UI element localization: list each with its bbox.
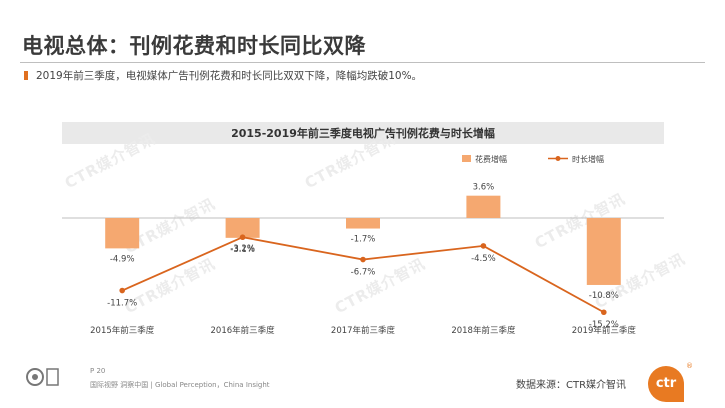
title-divider xyxy=(20,62,705,63)
line-value-label: -3.1% xyxy=(230,245,255,255)
bar xyxy=(586,218,621,285)
line-point xyxy=(480,243,487,249)
page-title: 电视总体：刊例花费和时长同比双降 xyxy=(22,34,366,58)
bar-value-label: -10.8% xyxy=(589,291,619,301)
line-value-label: -11.7% xyxy=(107,299,137,309)
bar-value-label: -4.9% xyxy=(110,254,135,264)
x-tick-label: 2019年前三季度 xyxy=(572,325,637,336)
line-point xyxy=(239,234,246,241)
line-series xyxy=(119,234,607,316)
bar-value-label: -3.2% xyxy=(230,244,255,254)
bar-series xyxy=(105,195,621,285)
x-tick-label: 2016年前三季度 xyxy=(211,325,276,336)
page-subtitle: 2019年前三季度，电视媒体广告刊例花费和时长同比双双下降，降幅均跌破10%。 xyxy=(36,70,423,82)
line-point xyxy=(119,287,125,294)
line-value-label: -15.2% xyxy=(589,320,619,330)
bar xyxy=(225,218,260,238)
bar-value-label: -1.7% xyxy=(351,235,376,245)
legend-bar-label: 花费增幅 xyxy=(475,154,507,164)
legend-line-marker xyxy=(555,156,561,161)
chart-title: 2015-2019年前三季度电视广告刊例花费与时长增幅 xyxy=(231,127,495,140)
bar xyxy=(346,218,380,229)
bar-value-label: 3.6% xyxy=(473,183,495,193)
line-point xyxy=(360,256,366,263)
ctr-logo: ctr xyxy=(648,366,684,402)
bar xyxy=(466,195,501,218)
data-labels: -4.9% -3.2% -1.7% 3.6% -10.8% -11.7% -3.1% -6.7… xyxy=(107,183,619,331)
footer-tagline: 国际视野 洞察中国 | Global Perception，China Insi… xyxy=(90,381,270,389)
bullet-marker xyxy=(24,71,28,80)
chart-legend: 花费增幅 时长增幅 xyxy=(462,154,604,164)
data-source: 数据来源：CTR媒介智讯 xyxy=(516,380,627,391)
page-number: P 20 xyxy=(90,367,106,375)
footer-logo-icon xyxy=(26,368,59,386)
chart-title-bar: 2015-2019年前三季度电视广告刊例花费与时长增幅 xyxy=(62,122,664,144)
bar xyxy=(105,218,140,249)
x-axis-labels: 2015年前三季度 2016年前三季度 2017年前三季度 2018年前三季度 2019… xyxy=(90,325,636,336)
line-value-label: -4.5% xyxy=(471,254,496,264)
line-point xyxy=(601,309,607,316)
legend-line-label: 时长增幅 xyxy=(572,154,604,164)
registered-mark: ® xyxy=(686,362,693,370)
line-value-label: -6.7% xyxy=(351,268,376,278)
x-tick-label: 2017年前三季度 xyxy=(331,325,396,336)
legend-bar-swatch xyxy=(462,155,471,162)
x-tick-label: 2018年前三季度 xyxy=(451,325,516,336)
x-tick-label: 2015年前三季度 xyxy=(90,325,155,336)
